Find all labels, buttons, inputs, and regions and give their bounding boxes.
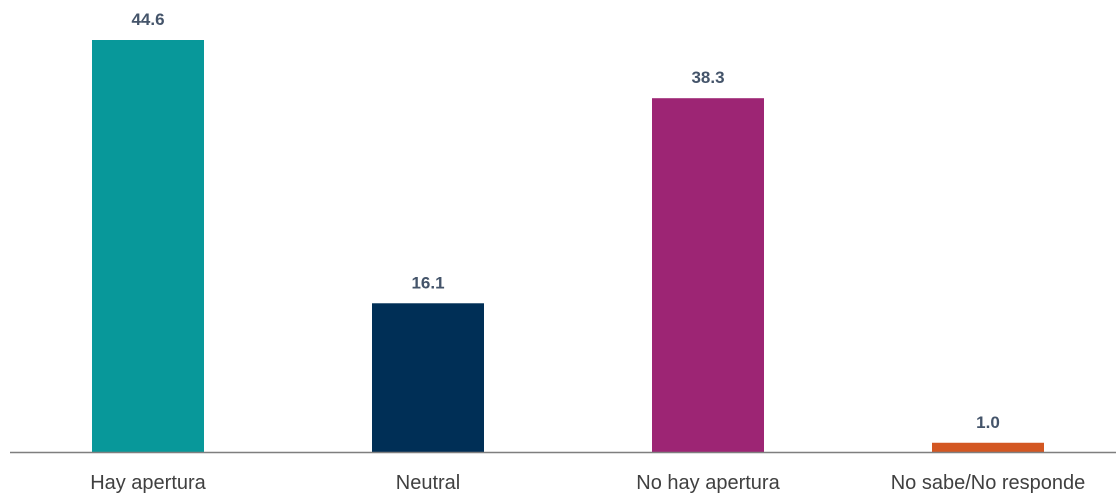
bar-3 — [932, 442, 1044, 452]
value-label-2: 38.3 — [691, 68, 724, 87]
bar-2 — [652, 98, 764, 452]
bars-group — [92, 40, 1044, 452]
category-label-0: Hay apertura — [90, 472, 206, 494]
category-labels-group: Hay apertura Neutral No hay apertura No sab… — [90, 472, 1085, 494]
category-label-1: Neutral — [396, 472, 460, 494]
value-label-0: 44.6 — [131, 10, 164, 29]
value-label-1: 16.1 — [411, 273, 444, 292]
category-label-2: No hay apertura — [636, 472, 780, 494]
category-label-3: No sabe/No responde — [891, 472, 1086, 494]
value-label-3: 1.0 — [976, 413, 1000, 432]
bar-1 — [372, 303, 484, 452]
bar-0 — [92, 40, 204, 452]
value-labels-group: 44.6 16.1 38.3 1.0 — [131, 10, 999, 432]
